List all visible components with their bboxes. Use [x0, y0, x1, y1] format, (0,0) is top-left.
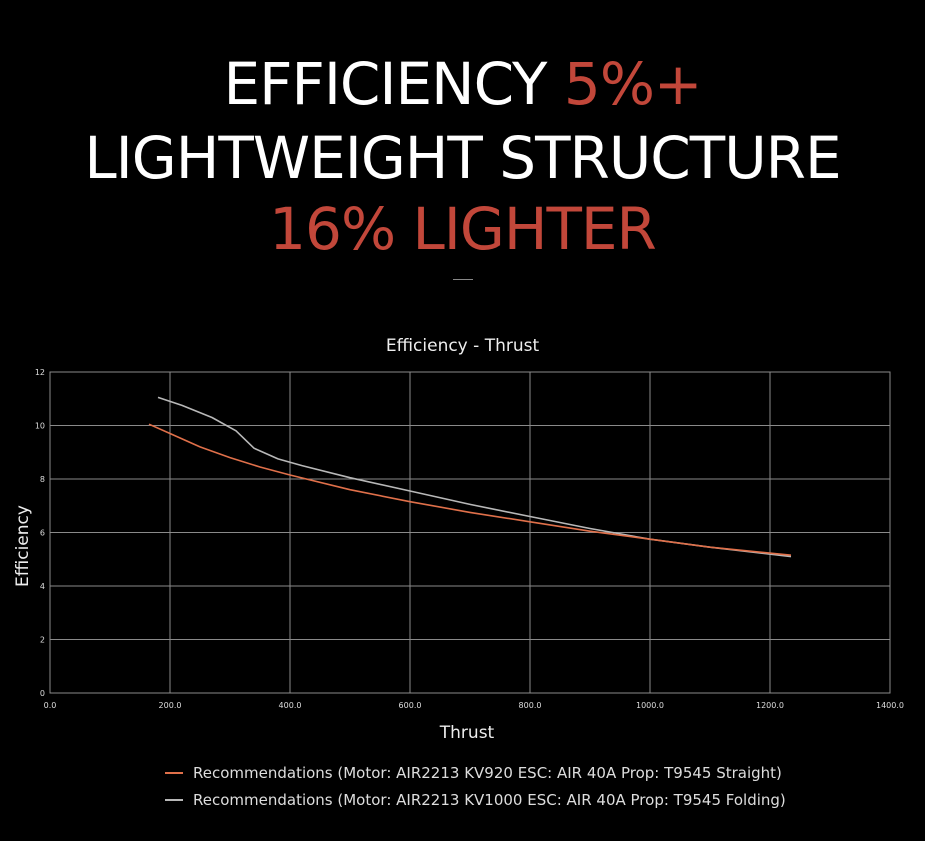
y-tick-label: 2 [40, 636, 45, 645]
y-tick-label: 8 [40, 475, 45, 484]
headline-efficiency-value: 5%+ [563, 50, 703, 118]
legend-item-straight: Recommendations (Motor: AIR2213 KV920 ES… [165, 763, 782, 783]
chart-title: Efficiency - Thrust [385, 336, 540, 356]
x-axis-label: Thrust [439, 723, 495, 743]
x-tick-label: 800.0 [519, 701, 542, 710]
y-tick-label: 6 [40, 529, 45, 538]
efficiency-thrust-chart: 0.0 200.0 400.0 600.0 800.0 1000.0 1200.0 1400.… [13, 368, 904, 743]
chart-grid [49, 371, 891, 694]
series-line-straight [148, 423, 792, 556]
headline-line-3: 16% LIGHTER [269, 195, 657, 263]
y-tick-label: 4 [40, 582, 45, 591]
legend-item-folding: Recommendations (Motor: AIR2213 KV1000 E… [165, 790, 786, 810]
series-line-folding [157, 396, 792, 558]
headline-line-1: EFFICIENCY 5%+ [0, 55, 925, 113]
y-tick-label: 0 [40, 689, 45, 698]
legend-swatch-orange [165, 772, 183, 774]
x-tick-label: 1200.0 [756, 701, 784, 710]
legend-swatch-gray [165, 799, 183, 801]
x-tick-label: 600.0 [399, 701, 422, 710]
x-tick-label: 0.0 [44, 701, 57, 710]
legend-label-straight: Recommendations (Motor: AIR2213 KV920 ES… [193, 764, 782, 782]
headline-efficiency: EFFICIENCY [223, 50, 547, 118]
x-tick-label: 400.0 [279, 701, 302, 710]
legend-label-folding: Recommendations (Motor: AIR2213 KV1000 E… [193, 791, 786, 809]
y-tick-label: 12 [35, 368, 45, 377]
chart-ticks: 0.0 200.0 400.0 600.0 800.0 1000.0 1200.0 1400.… [35, 368, 904, 710]
x-tick-label: 200.0 [159, 701, 182, 710]
headline-line-2: LIGHTWEIGHT STRUCTURE [84, 124, 841, 192]
y-tick-label: 10 [35, 422, 45, 431]
y-axis-label: Efficiency [13, 505, 33, 587]
divider [453, 279, 473, 280]
chart-lines [148, 396, 792, 558]
x-tick-label: 1400.0 [876, 701, 904, 710]
x-tick-label: 1000.0 [636, 701, 664, 710]
